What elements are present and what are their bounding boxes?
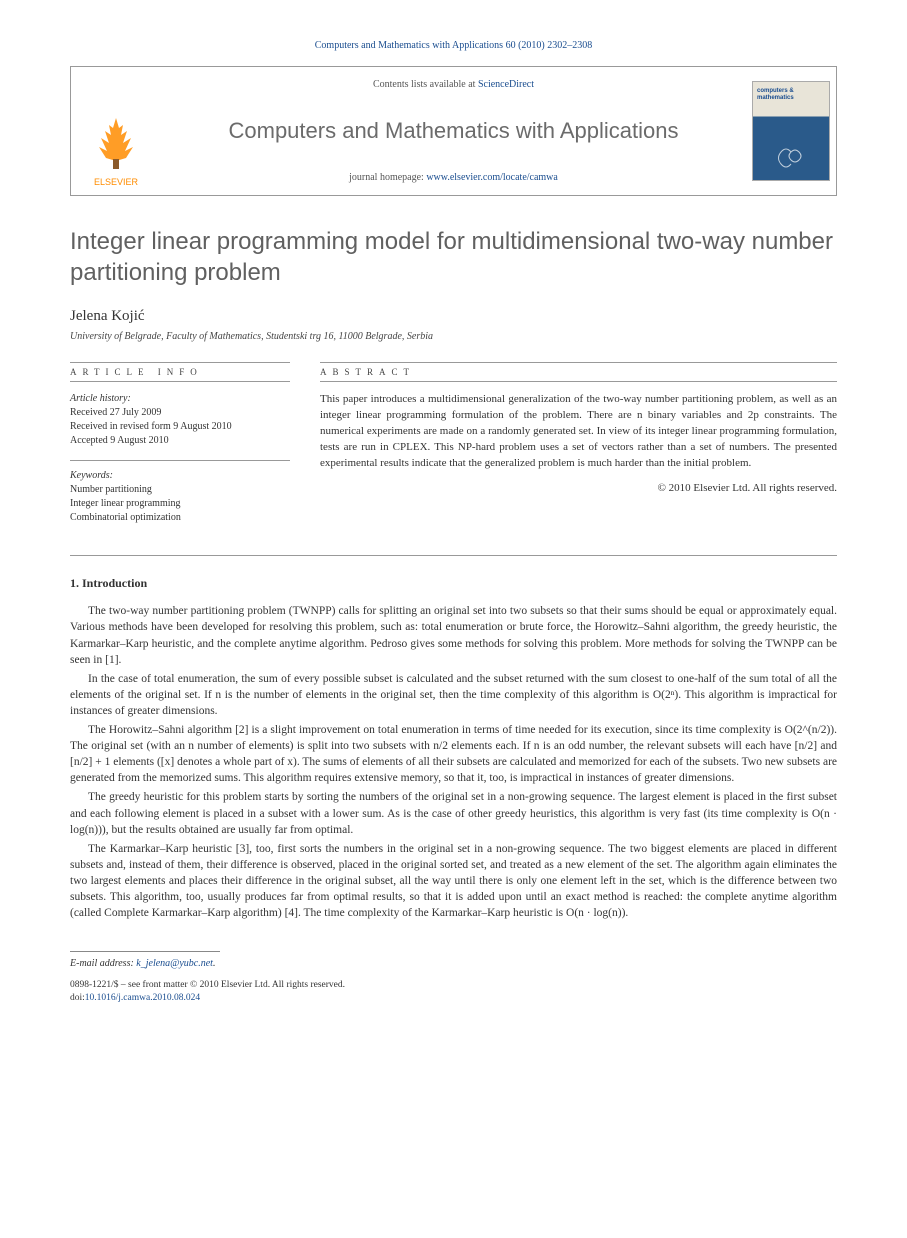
elsevier-tree-icon [91, 113, 141, 173]
history-label: Article history: [70, 392, 290, 406]
author-name: Jelena Kojić [70, 308, 837, 325]
email-label: E-mail address: [70, 958, 136, 969]
abstract-header: ABSTRACT [320, 362, 837, 382]
article-info-column: ARTICLE INFO Article history: Received 2… [70, 362, 290, 537]
body-paragraph: In the case of total enumeration, the su… [70, 671, 837, 719]
cover-thumbnail-cell: computers & mathematics [746, 67, 836, 195]
abstract-copyright: © 2010 Elsevier Ltd. All rights reserved… [320, 482, 837, 494]
article-title: Integer linear programming model for mul… [70, 226, 837, 288]
body-paragraph: The Horowitz–Sahni algorithm [2] is a sl… [70, 722, 837, 786]
keyword: Combinatorial optimization [70, 511, 290, 525]
section-divider [70, 555, 837, 556]
footer-copyright-line: 0898-1221/$ – see front matter © 2010 El… [70, 979, 837, 992]
doi-link[interactable]: 10.1016/j.camwa.2010.08.024 [85, 993, 200, 1003]
contents-line: Contents lists available at ScienceDirec… [373, 79, 534, 90]
publisher-label: ELSEVIER [94, 177, 138, 187]
keywords-label: Keywords: [70, 469, 290, 483]
article-info-header: ARTICLE INFO [70, 362, 290, 382]
cover-thumbnail: computers & mathematics [752, 81, 830, 181]
article-history-block: Article history: Received 27 July 2009 R… [70, 392, 290, 448]
footnote-divider [70, 951, 220, 952]
info-divider [70, 460, 290, 461]
journal-center: Contents lists available at ScienceDirec… [161, 67, 746, 195]
journal-box: ELSEVIER Contents lists available at Sci… [70, 66, 837, 196]
email-link[interactable]: k_jelena@yubc.net [136, 958, 213, 969]
citation-header: Computers and Mathematics with Applicati… [70, 40, 837, 51]
body-paragraph: The two-way number partitioning problem … [70, 603, 837, 667]
abstract-text: This paper introduces a multidimensional… [320, 392, 837, 472]
history-line: Accepted 9 August 2010 [70, 434, 290, 448]
contents-prefix: Contents lists available at [373, 79, 478, 90]
footer-text: 0898-1221/$ – see front matter © 2010 El… [70, 979, 837, 1006]
publisher-logo-cell: ELSEVIER [71, 67, 161, 195]
author-affiliation: University of Belgrade, Faculty of Mathe… [70, 331, 837, 342]
homepage-prefix: journal homepage: [349, 172, 426, 183]
keyword: Integer linear programming [70, 497, 290, 511]
history-line: Received 27 July 2009 [70, 406, 290, 420]
body-paragraph: The Karmarkar–Karp heuristic [3], too, f… [70, 841, 837, 921]
cover-thumb-title: computers & mathematics [757, 88, 825, 101]
homepage-line: journal homepage: www.elsevier.com/locat… [349, 172, 558, 183]
sciencedirect-link[interactable]: ScienceDirect [478, 79, 534, 90]
keywords-block: Keywords: Number partitioning Integer li… [70, 469, 290, 525]
cover-spiral-icon [771, 132, 811, 172]
email-footnote: E-mail address: k_jelena@yubc.net. [70, 958, 837, 969]
abstract-column: ABSTRACT This paper introduces a multidi… [320, 362, 837, 537]
history-line: Received in revised form 9 August 2010 [70, 420, 290, 434]
doi-label: doi: [70, 993, 85, 1003]
section-title-introduction: 1. Introduction [70, 576, 837, 591]
info-abstract-row: ARTICLE INFO Article history: Received 2… [70, 362, 837, 537]
keyword: Number partitioning [70, 483, 290, 497]
journal-name: Computers and Mathematics with Applicati… [229, 118, 679, 144]
homepage-link[interactable]: www.elsevier.com/locate/camwa [426, 172, 558, 183]
body-paragraph: The greedy heuristic for this problem st… [70, 789, 837, 837]
